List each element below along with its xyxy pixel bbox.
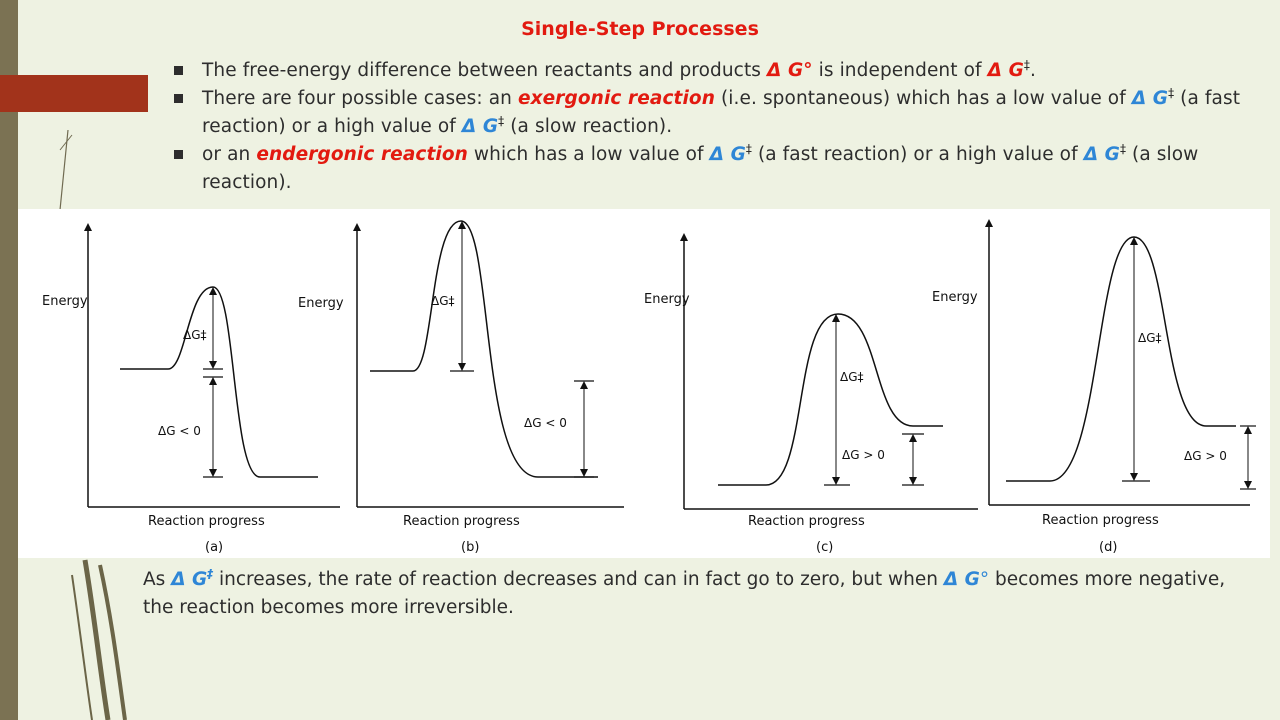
delta-g-label: ΔG > 0: [1184, 449, 1227, 463]
endergonic-term: endergonic reaction: [256, 144, 468, 165]
y-axis-label: Energy: [932, 290, 978, 305]
x-axis-label: Reaction progress: [1042, 513, 1159, 528]
y-axis-label: Energy: [42, 294, 88, 309]
delta-g-label: ΔG < 0: [158, 424, 201, 438]
delta-g-activation: Δ G: [171, 569, 208, 590]
y-axis-label: Energy: [644, 292, 690, 307]
double-dagger: ‡: [498, 113, 505, 128]
bullet-text: or an: [202, 144, 257, 165]
delta-g-label: ΔG > 0: [842, 448, 885, 462]
left-decor-strip: [0, 0, 18, 720]
accent-bar: [0, 75, 148, 112]
bullet-text: (a slow reaction).: [202, 144, 1199, 193]
panel-label: (a): [205, 540, 223, 555]
bullet-text: .: [1029, 60, 1036, 81]
panel-label: (d): [1099, 540, 1117, 555]
double-dagger: ‡: [1023, 57, 1030, 72]
double-dagger: ‡: [745, 141, 752, 156]
bullet-item-3: or an endergonic reaction which has a lo…: [172, 141, 1267, 197]
barrier-label: ΔG‡: [183, 328, 207, 342]
double-dagger: ‡: [1119, 141, 1127, 156]
panel-c: Energy Reaction progress ΔG‡ ΔG > 0 (c): [644, 233, 978, 555]
barrier-label: ΔG‡: [431, 294, 455, 308]
bullet-text: which has a low value of: [467, 144, 710, 165]
bullet-item-1: The free-energy difference between react…: [172, 57, 1267, 85]
bullet-text: The free-energy difference between react…: [202, 60, 768, 81]
energy-diagrams-svg: Energy Reaction progress ΔG‡ ΔG < 0 (a) …: [42, 219, 1256, 555]
bullet-square-icon: [174, 66, 183, 75]
energy-diagram-figure: Energy Reaction progress ΔG‡ ΔG < 0 (a) …: [18, 209, 1270, 558]
bullet-text: is independent of: [812, 60, 988, 81]
bullet-text: There are four possible cases: an: [202, 88, 518, 109]
bullet-item-2: There are four possible cases: an exergo…: [172, 85, 1267, 141]
double-dagger: ‡: [1168, 85, 1175, 100]
x-axis-label: Reaction progress: [148, 514, 265, 529]
bullet-text: (a fast reaction) or a high value of: [751, 144, 1084, 165]
bullet-text: (i.e. spontaneous) which has a low value…: [714, 88, 1132, 109]
bullet-list: The free-energy difference between react…: [172, 57, 1267, 197]
delta-g-activation: Δ G: [709, 144, 746, 165]
conclusion-text: As Δ G‡ increases, the rate of reaction …: [143, 566, 1226, 618]
exergonic-term: exergonic reaction: [517, 88, 715, 109]
bullet-text: (a slow reaction).: [504, 116, 673, 137]
delta-g-standard: Δ G: [943, 569, 980, 590]
slide-title: Single-Step Processes: [521, 18, 759, 40]
delta-g-standard: Δ G°: [767, 60, 813, 81]
x-axis-label: Reaction progress: [748, 514, 865, 529]
bullet-square-icon: [174, 150, 183, 159]
panel-a: Energy Reaction progress ΔG‡ ΔG < 0 (a): [42, 223, 340, 555]
delta-g-activation: Δ G: [1083, 144, 1120, 165]
energy-curve: [718, 313, 943, 486]
energy-curve: [370, 220, 598, 478]
panel-b: Energy Reaction progress ΔG‡ ΔG < 0 (b): [298, 220, 624, 555]
decorative-lines: [54, 129, 127, 720]
delta-g-activation: Δ G: [461, 116, 499, 137]
delta-g-activation: Δ G: [987, 60, 1024, 81]
energy-curve: [1006, 236, 1236, 482]
y-axis-label: Energy: [298, 296, 344, 311]
barrier-label: ΔG‡: [840, 370, 864, 384]
panel-label: (c): [816, 540, 833, 555]
degree-sign: °: [979, 569, 990, 590]
double-dagger: ‡: [207, 566, 214, 581]
x-axis-label: Reaction progress: [403, 514, 520, 529]
energy-curve: [120, 286, 318, 478]
bullet-square-icon: [174, 94, 183, 103]
delta-g-label: ΔG < 0: [524, 416, 567, 430]
barrier-label: ΔG‡: [1138, 331, 1162, 345]
panel-label: (b): [461, 540, 479, 555]
panel-d: Energy Reaction progress ΔG‡ ΔG > 0 (d): [932, 219, 1256, 555]
bullet-text: (a fast reaction) or a high value of: [202, 88, 1241, 137]
delta-g-activation: Δ G: [1131, 88, 1169, 109]
